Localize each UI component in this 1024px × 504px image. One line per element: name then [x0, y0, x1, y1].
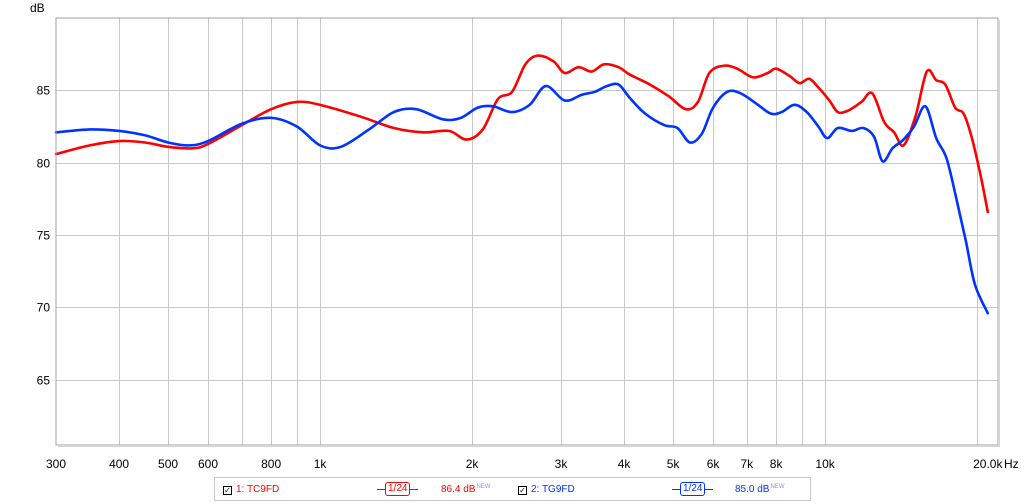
x-tick-label-7k: 7k	[741, 457, 755, 471]
y-axis-unit-label: dB	[30, 1, 45, 15]
legend-item-series-2[interactable]: ✓ 2: TG9FD	[518, 484, 575, 495]
x-tick-label-800: 800	[261, 457, 281, 471]
level-badge-series-2: NEW	[770, 484, 785, 490]
x-tick-label-20.0k: 20.0k	[973, 457, 1003, 471]
legend-level-series-2: 85.0 dBNEW	[735, 484, 784, 495]
x-tick-label-4k: 4k	[618, 457, 632, 471]
x-tick-label-5k: 5k	[667, 457, 681, 471]
level-value-series-2: 85.0 dB	[735, 484, 770, 495]
checkbox-checked-icon[interactable]: ✓	[223, 486, 232, 495]
level-value-series-1: 86.4 dB	[441, 484, 476, 495]
level-badge-series-1: NEW	[476, 484, 491, 490]
y-tick-label-85: 85	[37, 84, 51, 98]
plot-frame-shadow-bottom	[58, 445, 1000, 447]
x-tick-label-500: 500	[158, 457, 178, 471]
y-tick-label-75: 75	[37, 229, 51, 243]
x-axis-unit-label: Hz	[1004, 457, 1019, 471]
smoothing-badge-series-1[interactable]: 1/24	[376, 482, 420, 496]
x-axis-tick-labels: 300 400 500 600 800 1k 2k 3k 4k 5k 6k 7k 8k 10k 20.0k	[46, 457, 1003, 471]
grid	[56, 18, 998, 445]
legend-series-2-name: 2: TG9FD	[531, 484, 575, 495]
x-tick-label-400: 400	[109, 457, 129, 471]
series-line-2	[54, 82, 990, 315]
x-tick-label-10k: 10k	[815, 457, 835, 471]
plot-area	[56, 18, 998, 445]
x-tick-label-8k: 8k	[770, 457, 784, 471]
smoothing-value-series-1: 1/24	[388, 483, 408, 494]
x-tick-label-1k: 1k	[314, 457, 328, 471]
x-tick-label-2k: 2k	[466, 457, 480, 471]
smoothing-badge-series-2[interactable]: 1/24	[671, 482, 715, 496]
series-line-1	[54, 54, 990, 214]
legend-item-series-1[interactable]: ✓ 1: TC9FD	[223, 484, 279, 495]
y-axis-tick-labels: 65 70 75 80 85	[37, 84, 51, 388]
y-tick-label-80: 80	[37, 157, 51, 171]
legend-series-1-name: 1: TC9FD	[236, 484, 280, 495]
checkbox-checked-icon[interactable]: ✓	[518, 486, 527, 495]
frequency-response-chart: 300 400 500 600 800 1k 2k 3k 4k 5k 6k 7k 8k 10k 20.0k …	[30, 1, 1019, 471]
smoothing-value-series-2: 1/24	[683, 483, 703, 494]
y-tick-label-70: 70	[37, 301, 51, 315]
x-tick-label-3k: 3k	[555, 457, 569, 471]
x-tick-label-6k: 6k	[707, 457, 721, 471]
legend-level-series-1: 86.4 dBNEW	[441, 484, 490, 495]
legend: ✓ 1: TC9FD 1/24 86.4 dBNEW ✓ 2: TG9FD 1/24…	[214, 477, 811, 501]
plot-frame-shadow	[998, 20, 1000, 447]
x-tick-label-300: 300	[46, 457, 66, 471]
x-tick-label-600: 600	[198, 457, 218, 471]
y-tick-label-65: 65	[37, 374, 51, 388]
series-layer	[54, 54, 990, 315]
